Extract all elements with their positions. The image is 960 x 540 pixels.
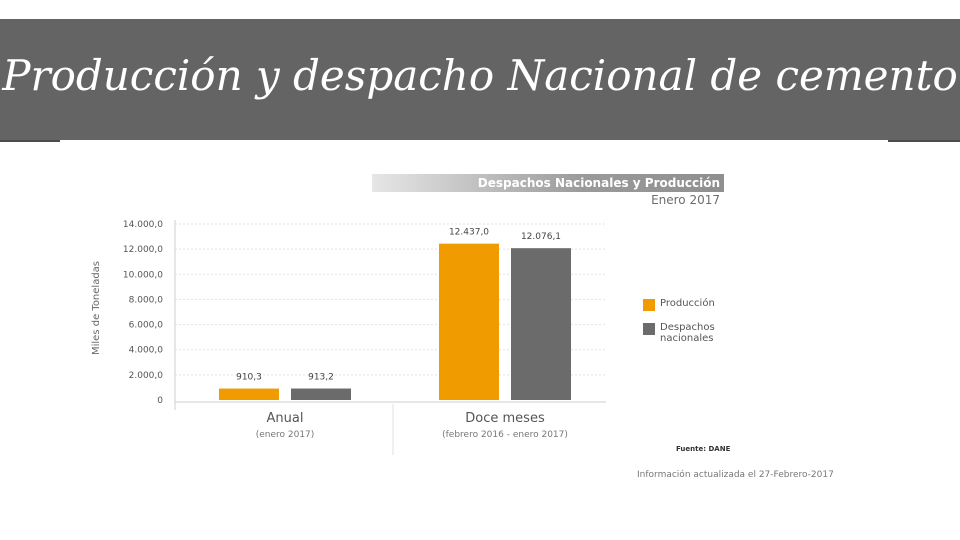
updated-note: Información actualizada el 27-Febrero-20… (637, 470, 834, 480)
y-tick-label: 6.000,0 (129, 321, 164, 331)
data-label: 12.076,1 (521, 232, 561, 242)
y-tick-label: 10.000,0 (123, 270, 163, 280)
category-label: Doce meses (465, 411, 545, 426)
title-divider (60, 140, 888, 144)
category-label: Anual (267, 411, 304, 426)
y-axis-label: Miles de Toneladas (91, 261, 102, 355)
bar-produccion (219, 388, 279, 400)
y-tick-label: 2.000,0 (129, 371, 164, 381)
legend-swatch-despachos (643, 323, 655, 335)
chart-title: Despachos Nacionales y Producción (477, 176, 720, 190)
chart-subtitle: Enero 2017 (651, 193, 720, 207)
y-tick-label: 14.000,0 (123, 220, 163, 230)
y-tick-label: 12.000,0 (123, 245, 163, 255)
bar-despachos (291, 388, 351, 400)
y-tick-label: 4.000,0 (129, 346, 164, 356)
legend-label-despachos: Despachos nacionales (660, 322, 715, 344)
data-label: 12.437,0 (449, 228, 489, 238)
legend-label-produccion: Producción (660, 298, 715, 309)
y-tick-label: 8.000,0 (129, 295, 164, 305)
data-label: 910,3 (236, 373, 262, 383)
source-note: Fuente: DANE (676, 445, 731, 453)
y-tick-label: 0 (157, 396, 163, 406)
bar-despachos (511, 248, 571, 400)
chart-header-bar: Despachos Nacionales y Producción (372, 174, 724, 192)
data-label: 913,2 (308, 373, 334, 383)
slide-title: Producción y despacho Nacional de cement… (2, 51, 958, 100)
bar-produccion (439, 243, 499, 400)
legend-item-produccion: Producción (643, 298, 730, 311)
legend-item-despachos: Despachos nacionales (643, 322, 730, 344)
category-sublabel: (febrero 2016 - enero 2017) (442, 430, 568, 440)
legend-swatch-produccion (643, 299, 655, 311)
category-sublabel: (enero 2017) (256, 430, 315, 440)
